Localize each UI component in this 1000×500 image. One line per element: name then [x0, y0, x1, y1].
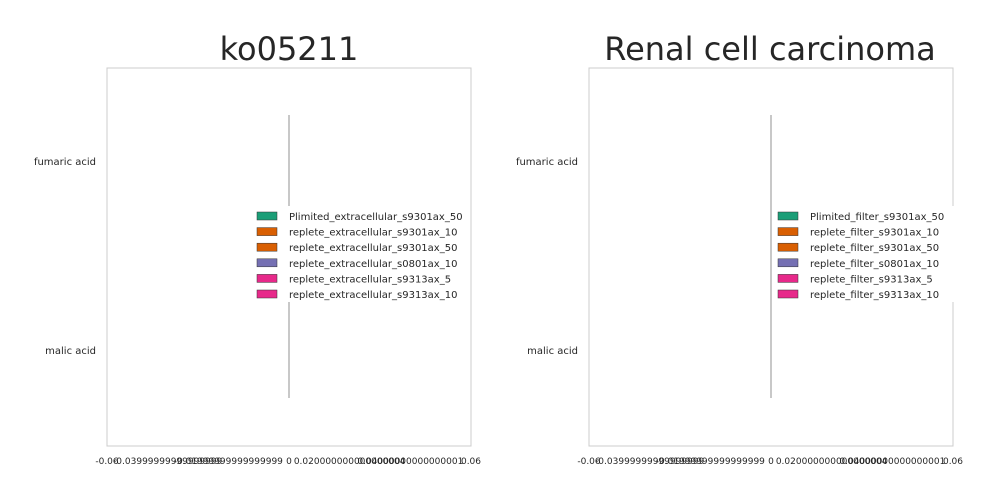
x-tick-label: 0	[286, 457, 292, 467]
x-tick-label: 0.04000000000000001	[357, 457, 463, 467]
legend-label: replete_filter_s9301ax_50	[810, 243, 939, 254]
x-tick-label: 0	[768, 457, 774, 467]
category-label: malic acid	[45, 346, 96, 357]
legend-label: replete_extracellular_s9301ax_10	[289, 228, 457, 239]
legend-label: replete_filter_s9301ax_10	[810, 228, 939, 239]
legend-label: replete_filter_s9313ax_10	[810, 290, 939, 301]
legend-label: replete_extracellular_s0801ax_10	[289, 259, 457, 270]
x-tick-label: -0.01999999999999999	[656, 457, 765, 467]
x-tick-label: 0.020000000000000004	[776, 457, 888, 467]
legend-box	[251, 206, 465, 302]
x-tick-label: -0.03999999999999999	[113, 457, 222, 467]
legend-swatch	[777, 242, 799, 252]
legend-swatch	[256, 289, 278, 299]
legend-label: replete_extracellular_s9313ax_10	[289, 290, 457, 301]
legend-label: replete_filter_s9313ax_5	[810, 274, 933, 285]
legend-label: Plimited_filter_s9301ax_50	[810, 212, 944, 223]
chart-title-left: ko05211	[219, 30, 359, 68]
legend-label: replete_extracellular_s9301ax_50	[289, 243, 457, 254]
chart-title-right: Renal cell carcinoma	[604, 30, 936, 68]
x-tick-label: -0.06	[577, 457, 601, 467]
legend-swatch	[777, 227, 799, 236]
x-tick-label: -0.01999999999999999	[174, 457, 283, 467]
x-tick-label: -0.06	[95, 457, 119, 467]
category-label: malic acid	[527, 346, 578, 357]
legend-swatch	[256, 274, 278, 283]
x-tick-label: 0.06	[461, 457, 481, 467]
legend-swatch	[777, 289, 799, 299]
legend-swatch	[777, 274, 799, 283]
legend-label: Plimited_extracellular_s9301ax_50	[289, 212, 463, 223]
x-tick-label: 0.06	[943, 457, 963, 467]
x-tick-label: 0.04000000000000001	[839, 457, 945, 467]
category-label: fumaric acid	[516, 157, 578, 168]
category-label: fumaric acid	[34, 157, 96, 168]
legend-label: replete_extracellular_s9313ax_5	[289, 274, 451, 285]
legend-box	[772, 206, 986, 302]
legend-swatch	[777, 258, 799, 268]
legend-label: replete_filter_s0801ax_10	[810, 259, 939, 270]
legend-swatch	[777, 211, 799, 221]
legend-swatch	[256, 227, 278, 236]
legend-swatch	[256, 258, 278, 268]
x-tick-label: -0.03999999999999999	[595, 457, 704, 467]
legend-swatch	[256, 211, 278, 221]
x-tick-label: 0.020000000000000004	[294, 457, 406, 467]
legend-swatch	[256, 242, 278, 252]
